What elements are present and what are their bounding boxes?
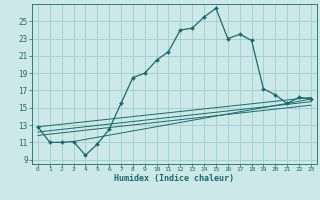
X-axis label: Humidex (Indice chaleur): Humidex (Indice chaleur): [115, 174, 234, 183]
